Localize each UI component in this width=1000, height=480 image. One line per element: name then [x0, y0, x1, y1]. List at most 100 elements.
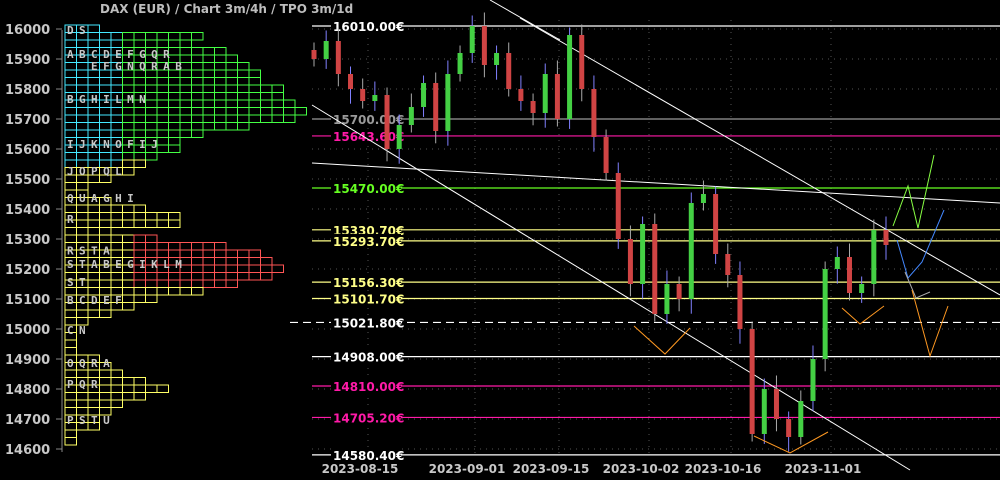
tpo-box [237, 122, 250, 131]
level-label-bg [331, 112, 401, 126]
tpo-box [248, 249, 261, 258]
tpo-box [76, 182, 89, 191]
tpo-box [122, 377, 135, 386]
tpo-box [99, 32, 112, 41]
tpo-box [191, 69, 204, 78]
tpo-box [225, 272, 238, 281]
tpo-box [122, 204, 135, 213]
candle-body [348, 74, 354, 89]
tpo-box [179, 39, 192, 48]
tpo-box [225, 54, 238, 63]
tpo-box [145, 107, 158, 116]
tpo-box [179, 279, 192, 288]
tpo-box [168, 287, 181, 296]
y-tick-label: 15000 [5, 323, 50, 338]
y-tick-label: 15700 [5, 113, 50, 128]
tpo-box [260, 264, 273, 273]
tpo-box [225, 257, 238, 266]
tpo-box [202, 47, 215, 56]
tpo-box [168, 107, 181, 116]
tpo-box [76, 122, 89, 131]
tpo-box [64, 129, 77, 138]
tpo-box [225, 264, 238, 273]
tpo-box [99, 234, 112, 243]
projection-arrow [753, 431, 829, 454]
x-tick-label: 2023-11-01 [785, 462, 862, 476]
tpo-box [122, 107, 135, 116]
tpo-box [99, 309, 112, 318]
tpo-box [191, 77, 204, 86]
tpo-box [214, 47, 227, 56]
level-label: 16010.00€ [333, 20, 404, 34]
tpo-box [294, 107, 307, 116]
tpo-box [202, 272, 215, 281]
tpo-box [214, 99, 227, 108]
tpo-box [179, 47, 192, 56]
tpo-box [168, 279, 181, 288]
tpo-box [214, 69, 227, 78]
tpo-box [76, 129, 89, 138]
candle-body [384, 95, 390, 149]
tpo-box [145, 384, 158, 393]
tpo-box [64, 429, 77, 438]
level-label-bg [331, 291, 401, 306]
tpo-letter-row: RSTA [67, 245, 115, 258]
tpo-box [214, 62, 227, 71]
tpo-box [122, 152, 135, 161]
tpo-box [145, 212, 158, 221]
tpo-box [122, 32, 135, 41]
tpo-box [145, 114, 158, 123]
candle-body [640, 224, 646, 284]
tpo-box [87, 422, 100, 431]
tpo-box [225, 114, 238, 123]
tpo-box [202, 114, 215, 123]
tpo-box [133, 114, 146, 123]
tpo-letter-row: OQRA [67, 357, 115, 370]
tpo-box [87, 369, 100, 378]
tpo-box [156, 77, 169, 86]
tpo-box [133, 242, 146, 251]
tpo-box [214, 54, 227, 63]
candle-body [530, 101, 536, 113]
candle-body [603, 137, 609, 173]
tpo-box [156, 84, 169, 93]
tpo-box [122, 129, 135, 138]
tpo-box [64, 122, 77, 131]
tpo-box [99, 107, 112, 116]
tpo-box [168, 242, 181, 251]
tpo-box [271, 264, 284, 273]
candle-body [396, 125, 402, 149]
tpo-box [225, 107, 238, 116]
tpo-box [110, 152, 123, 161]
tpo-box [202, 122, 215, 131]
candle-body [506, 53, 512, 89]
tpo-box [76, 317, 89, 326]
tpo-box [225, 62, 238, 71]
tpo-box [122, 114, 135, 123]
tpo-box [191, 242, 204, 251]
tpo-box [237, 249, 250, 258]
candle-body [859, 284, 865, 293]
tpo-box [191, 99, 204, 108]
tpo-box [64, 77, 77, 86]
tpo-box [191, 92, 204, 101]
tpo-box [99, 219, 112, 228]
tpo-box [133, 159, 146, 168]
tpo-letter-row: PSTU [67, 414, 115, 427]
tpo-box [191, 62, 204, 71]
tpo-box [202, 84, 215, 93]
tpo-box [122, 392, 135, 401]
tpo-box [202, 62, 215, 71]
candle-body [725, 254, 731, 275]
level-label-bg [331, 379, 401, 393]
tpo-box [179, 114, 192, 123]
tpo-box [122, 122, 135, 131]
level-label-bg [331, 275, 401, 290]
tpo-box [87, 129, 100, 138]
candle-body [615, 173, 621, 239]
tpo-box [214, 122, 227, 131]
candle-body [761, 389, 767, 434]
projection-arrow [911, 289, 949, 358]
